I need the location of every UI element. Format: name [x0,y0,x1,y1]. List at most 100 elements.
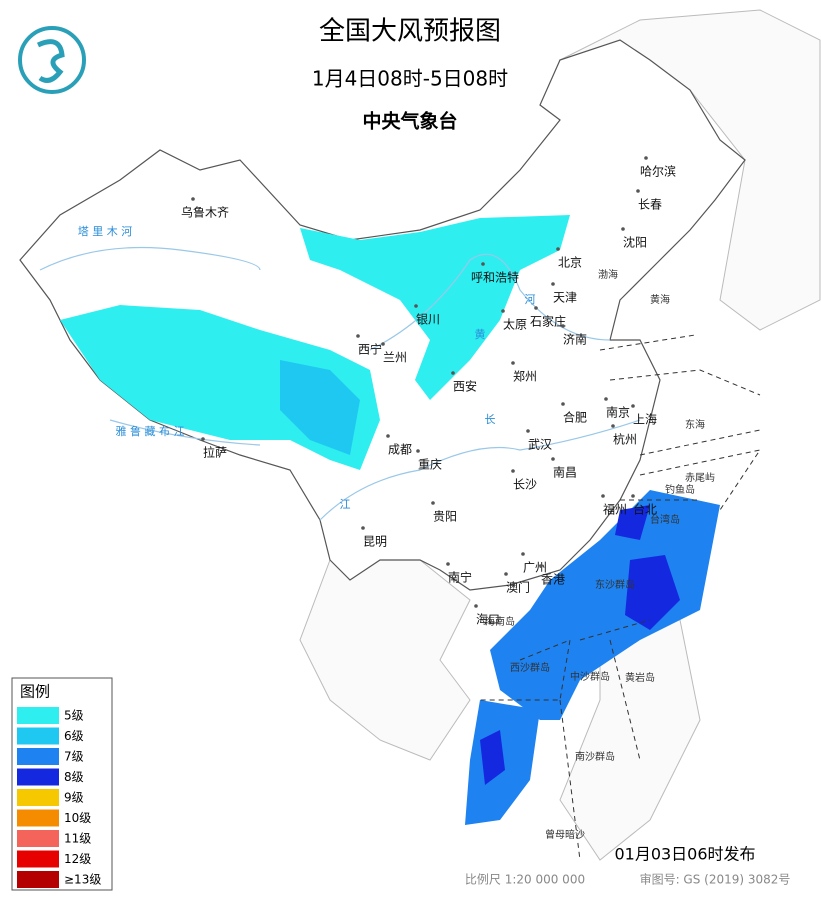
legend-swatch [17,830,59,847]
city-label: 哈尔滨 [640,164,676,179]
legend-swatch [17,707,59,724]
city-dot [521,552,525,556]
city-label: 南宁 [448,570,472,585]
city-dot [451,371,455,375]
river-label: 塔 里 木 河 [78,225,133,238]
city-label: 南昌 [553,465,577,480]
city-dot [356,334,360,338]
city-dot [504,572,508,576]
city-dot [361,526,365,530]
legend-swatch [17,850,59,868]
sea-label: 东海 [685,418,705,431]
legend-label: 8级 [64,770,84,784]
city-label: 兰州 [383,351,407,365]
city-dot [511,361,515,365]
city-dot [611,424,615,428]
legend-swatch [17,871,59,888]
city-label: 呼和浩特 [471,270,519,285]
city-dot [501,309,505,313]
city-dot [201,437,205,441]
legend-swatch [17,748,59,765]
city-label: 澳门 [506,580,530,595]
city-label: 杭州 [613,432,637,447]
wind-area [280,360,360,455]
city-dot [526,429,530,433]
river-label: 雅 鲁 藏 布 江 [116,424,185,438]
city-dot [511,469,515,473]
wind-area [480,730,505,785]
sea-label: 东沙群岛 [595,578,635,591]
city-label: 济南 [563,332,587,347]
sea-label: 曾母暗沙 [545,828,585,841]
city-dot [414,304,418,308]
legend-title: 图例 [20,683,50,701]
title: 全国大风预报图 [319,17,501,47]
city-label: 贵阳 [433,510,457,524]
legend-label: 9级 [64,791,84,805]
city-dot [551,282,555,286]
city-dot [431,501,435,505]
sea-label: 南沙群岛 [575,750,615,763]
sea-label: 黄岩岛 [625,671,655,684]
sea-borders [480,334,762,861]
sea-label: 西沙群岛 [510,661,550,674]
city-label: 西宁 [358,342,382,357]
sea-label: 黄海 [650,293,670,306]
city-label: 福州 [603,502,627,517]
city-dot [474,604,478,608]
city-label: 昆明 [363,535,387,549]
wind-area [625,555,680,630]
wind-area [615,505,650,540]
city-label: 合肥 [563,410,587,425]
neighbors [299,9,821,861]
river-label: 江 [340,498,351,511]
sea-label: 台湾岛 [650,513,680,526]
city-label: 长沙 [513,478,537,492]
city-dot [631,404,635,408]
city-label: 北京 [558,256,582,270]
city-dot [446,562,450,566]
city-label: 台北 [633,502,657,517]
city-label: 石家庄 [530,314,566,329]
city-dot [381,342,385,346]
legend: 图例 5级 6级 7级 8级 9级 10级 11级 12级 ≥13级 [11,677,113,891]
city-dot [551,457,555,461]
city-label: 香港 [541,573,565,587]
sea-label: 赤尾屿 [685,472,715,484]
city-dot [481,262,485,266]
city-label: 武汉 [528,438,552,452]
city-label: 乌鲁木齐 [181,205,229,220]
issued: 01月03日06时发布 [614,845,755,864]
city-label: 成都 [388,443,412,457]
legend-label: 6级 [64,729,84,743]
city-dot [561,324,565,328]
legend-swatch [17,727,59,745]
city-dot [631,494,635,498]
city-dot [644,156,648,160]
city-dot [636,189,640,193]
legend-swatch [17,809,59,827]
city-dot [621,227,625,231]
river-label: 河 [525,293,536,306]
city-dot [604,397,608,401]
sea-label: 渤海 [598,268,618,281]
city-dot [561,402,565,406]
city-dot [601,494,605,498]
legend-label: 7级 [64,750,84,764]
city-dot [539,564,543,568]
sea-label: 海南岛 [485,615,515,628]
period: 1月4日08时-5日08时 [312,67,508,91]
river-label: 长 [485,413,496,426]
wind-area [490,490,720,720]
city-label: 海口 [476,612,500,627]
city-label: 广州 [523,561,547,575]
legend-label: ≥13级 [64,873,101,887]
logo [18,26,86,94]
legend-label: 10级 [64,811,91,825]
city-label: 上海 [633,412,657,427]
legend-label: 5级 [64,709,84,723]
city-label: 郑州 [513,369,537,384]
city-dot [534,306,538,310]
sea-label: 钓鱼岛 [665,483,695,496]
